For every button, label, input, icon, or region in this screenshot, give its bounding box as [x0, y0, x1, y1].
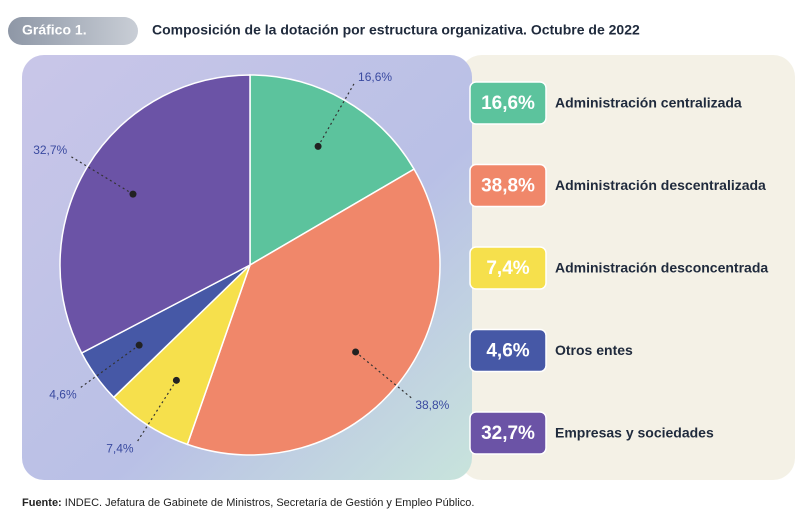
leader-line [317, 83, 355, 147]
pie-slice [249, 74, 416, 267]
value-label: 16,6% [358, 70, 392, 84]
pie: 16,6% 38,8% 7,4% 4,6% 32,7% [33, 70, 450, 456]
legend-value: 4,6% [486, 341, 529, 362]
source-text: INDEC. Jefatura de Gabinete de Ministros… [65, 497, 475, 509]
leader-dot [129, 190, 137, 198]
legend-label: Administración desconcentrada [555, 260, 768, 276]
value-label: 7,4% [106, 441, 134, 455]
legend: 16,6% Administración centralizada 38,8% Adm… [469, 81, 768, 455]
value-label: 38,8% [415, 398, 449, 412]
legend-label: Otros entes [555, 342, 633, 358]
legend-swatch [469, 81, 547, 125]
leader-line [355, 351, 412, 399]
chart-title: Composición de la dotación por estructur… [152, 22, 640, 38]
legend-panel [460, 55, 795, 480]
leader-line [70, 156, 134, 195]
legend-swatch [469, 163, 547, 208]
value-label: 32,7% [33, 143, 67, 157]
legend-value: 16,6% [481, 93, 535, 114]
badge: Gráfico 1. [22, 22, 87, 38]
pie-slice [186, 168, 441, 456]
legend-value: 32,7% [481, 423, 535, 444]
legend-value: 38,8% [481, 176, 535, 197]
legend-label: Empresas y sociedades [555, 425, 714, 441]
leader-dot [172, 376, 180, 384]
value-label: 4,6% [49, 388, 77, 402]
legend-swatch [469, 246, 547, 290]
leader-dot [314, 142, 322, 150]
leader-line [80, 344, 140, 388]
source: Fuente: INDEC. Jefatura de Gabinete de M… [22, 497, 474, 509]
source-label: Fuente: [22, 497, 62, 509]
legend-label: Administración centralizada [555, 95, 742, 111]
legend-value: 7,4% [486, 258, 529, 279]
legend-label: Administración descentralizada [555, 177, 766, 193]
leader-dot [352, 348, 360, 356]
legend-swatch [469, 328, 547, 373]
pie-slice [59, 74, 251, 355]
badge-bg [8, 17, 138, 45]
leader-dot [135, 341, 143, 349]
legend-swatch [469, 411, 547, 455]
leader-line [137, 379, 177, 442]
